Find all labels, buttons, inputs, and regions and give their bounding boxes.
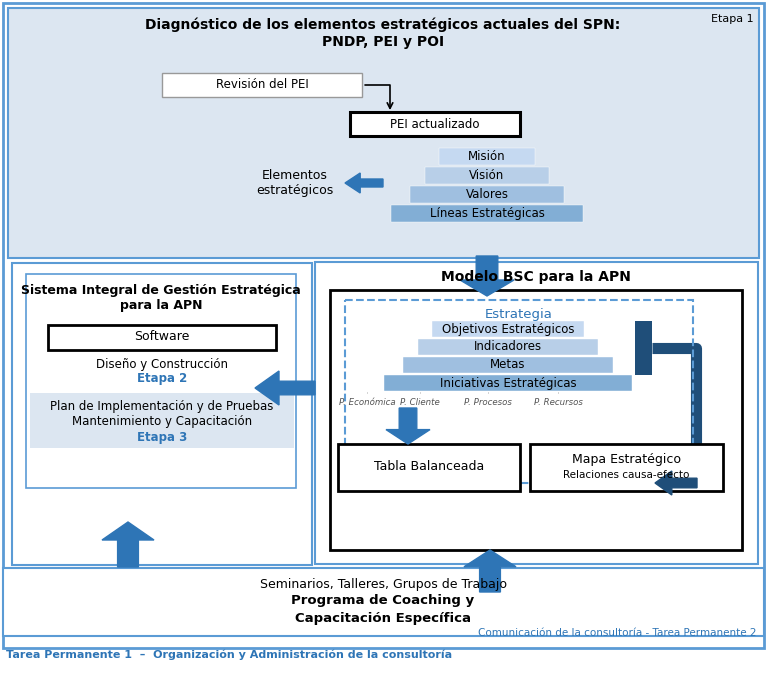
Text: Metas: Metas	[490, 359, 525, 371]
Text: Capacitación Específica: Capacitación Específica	[295, 612, 471, 625]
Text: Objetivos Estratégicos: Objetivos Estratégicos	[442, 322, 574, 336]
Bar	[391, 205, 583, 222]
Text: Comunicación de la consultoría - Tarea Permanente 2: Comunicación de la consultoría - Tarea P…	[478, 628, 756, 638]
Bar	[30, 393, 294, 448]
Polygon shape	[386, 408, 430, 444]
Text: Misión: Misión	[468, 150, 505, 163]
Text: Plan de Implementación y de Pruebas
Mantenimiento y Capacitación: Plan de Implementación y de Pruebas Mant…	[51, 400, 274, 428]
Bar	[439, 148, 535, 165]
Bar	[3, 568, 764, 636]
Text: Etapa 3: Etapa 3	[137, 431, 187, 444]
Polygon shape	[345, 173, 383, 193]
Text: P. Procesos: P. Procesos	[464, 398, 512, 407]
Text: Elementos
estratégicos: Elementos estratégicos	[256, 169, 334, 197]
Text: Diseño y Construcción: Diseño y Construcción	[96, 358, 228, 371]
Text: Diagnóstico de los elementos estratégicos actuales del SPN:
PNDP, PEI y POI: Diagnóstico de los elementos estratégico…	[146, 18, 621, 49]
Bar	[162, 73, 362, 97]
Polygon shape	[464, 550, 516, 592]
Bar	[432, 321, 584, 337]
Text: Relaciones causa-efecto: Relaciones causa-efecto	[563, 470, 690, 480]
Text: Revisión del PEI: Revisión del PEI	[216, 78, 308, 92]
Bar	[384, 375, 632, 391]
Text: P. Económica: P. Económica	[339, 398, 395, 407]
Text: Líneas Estratégicas: Líneas Estratégicas	[430, 207, 545, 220]
Text: Software: Software	[134, 330, 189, 344]
Bar	[425, 167, 549, 184]
Text: P. Cliente: P. Cliente	[400, 398, 440, 407]
Bar	[26, 274, 296, 488]
Text: P. Recursos: P. Recursos	[534, 398, 582, 407]
Text: Mapa Estratégico: Mapa Estratégico	[571, 454, 680, 466]
Text: Etapa 2: Etapa 2	[137, 372, 187, 385]
Text: Visión: Visión	[469, 169, 505, 182]
Bar	[315, 262, 758, 564]
Text: Sistema Integral de Gestión Estratégica
para la APN: Sistema Integral de Gestión Estratégica …	[21, 284, 301, 312]
Text: Iniciativas Estratégicas: Iniciativas Estratégicas	[439, 377, 576, 390]
Polygon shape	[460, 256, 514, 296]
Text: Etapa 1: Etapa 1	[711, 14, 754, 24]
Bar	[48, 325, 276, 350]
Bar	[403, 357, 613, 373]
Text: Valores: Valores	[466, 188, 509, 201]
Text: PEI actualizado: PEI actualizado	[390, 117, 479, 131]
Text: Estrategia: Estrategia	[485, 308, 553, 321]
Bar	[8, 8, 759, 258]
Text: Modelo BSC para la APN: Modelo BSC para la APN	[441, 270, 631, 284]
Bar	[418, 339, 598, 355]
Bar	[345, 300, 693, 483]
Polygon shape	[255, 371, 315, 405]
Bar	[350, 112, 520, 136]
Polygon shape	[655, 471, 697, 495]
Bar	[530, 444, 723, 491]
Text: Tarea Permanente 1  –  Organización y Administración de la consultoría: Tarea Permanente 1 – Organización y Admi…	[6, 650, 452, 661]
Bar	[12, 263, 312, 565]
Text: Programa de Coaching y: Programa de Coaching y	[291, 594, 475, 607]
Text: Indicadores: Indicadores	[474, 340, 542, 353]
Bar	[635, 321, 652, 375]
Polygon shape	[102, 522, 154, 567]
Bar	[338, 444, 520, 491]
Bar	[410, 186, 564, 203]
Text: Seminarios, Talleres, Grupos de Trabajo: Seminarios, Talleres, Grupos de Trabajo	[259, 578, 506, 591]
Bar	[330, 290, 742, 550]
Text: Tabla Balanceada: Tabla Balanceada	[374, 460, 484, 474]
